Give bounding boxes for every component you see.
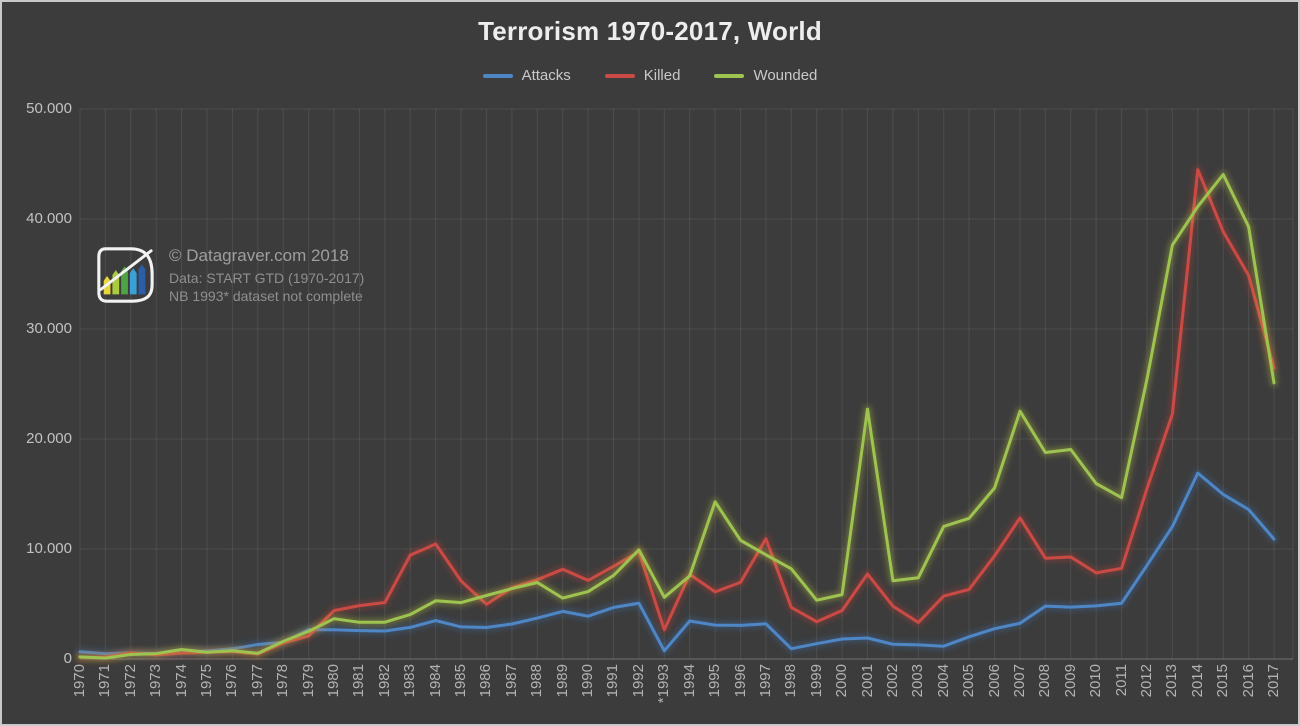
x-tick-label: 2000 [833,664,851,698]
x-tick-label: 1971 [96,664,114,698]
series-line-wounded [78,173,1276,660]
x-tick-label: 2009 [1061,664,1079,698]
x-tick-label: 1984 [426,664,444,698]
x-tick-label: 2006 [985,664,1003,698]
legend-item-attacks: Attacks [482,67,571,84]
x-tick-label: 1972 [121,664,139,698]
x-tick-label: 1997 [756,664,774,698]
legend-swatch-wounded [714,73,745,78]
x-tick-label: 2003 [909,664,927,698]
x-tick-label: 1977 [248,664,266,698]
y-tick-label: 0 [63,650,72,667]
x-tick-label: 1974 [172,664,190,698]
x-tick-label: 2011 [1112,664,1130,697]
x-tick-label: 2017 [1265,664,1282,698]
grid-layer [79,108,1294,660]
x-tick-label: 1995 [706,664,724,698]
x-tick-label: 1982 [375,664,393,698]
y-tick-label: 50.000 [26,100,72,117]
x-tick-label: 1999 [807,664,825,698]
x-tick-label: 2010 [1087,664,1105,698]
x-tick-label: 2014 [1188,664,1206,698]
y-tick-label: 10.000 [26,540,72,557]
x-tick-label: 1990 [579,664,597,698]
x-tick-label: 1980 [325,664,343,698]
legend-item-killed: Killed [604,67,681,84]
legend-label: Attacks [521,67,571,84]
x-tick-label: 2013 [1163,664,1181,698]
watermark-text: © Datagraver.com 2018 Data: START GTD (1… [169,244,364,305]
series-glow-attacks [76,469,1278,658]
x-tick-label: 1978 [274,664,292,698]
x-tick-label: 2005 [960,664,978,698]
x-tick-label: 1987 [502,664,520,698]
x-tick-label: 1976 [223,664,241,698]
x-tick-label: 2002 [883,664,901,698]
chart-title: Terrorism 1970-2017, World [478,16,822,46]
x-tick-label: 2004 [934,664,952,698]
x-tick-label: 2015 [1214,664,1232,698]
x-tick-label: 1992 [629,664,647,698]
series-line-attacks [78,471,1276,656]
x-tick-label: 2001 [858,664,876,698]
x-tick-label: 2007 [1010,664,1028,698]
y-tick-label: 20.000 [26,430,72,447]
x-tick-label: 1996 [731,664,749,698]
x-tick-label: 2016 [1239,664,1257,698]
x-tick-label: 1983 [401,664,419,698]
watermark-note: NB 1993* dataset not complete [169,288,363,304]
x-tick-label: 1986 [477,664,495,698]
watermark: © Datagraver.com 2018 Data: START GTD (1… [94,244,364,306]
x-tick-label: 1998 [782,664,800,698]
legend-label: Wounded [753,67,818,84]
x-tick-label: 2008 [1036,664,1054,698]
legend-swatch-attacks [482,73,513,78]
x-tick-label: 1973 [147,664,165,698]
x-tick-label: 1981 [350,664,368,698]
x-tick-label: 1994 [680,664,698,698]
x-tick-label: 1988 [528,664,546,698]
x-tick-label: 1975 [198,664,216,698]
y-tick-label: 30.000 [26,320,72,337]
watermark-source: Data: START GTD (1970-2017) [169,270,365,286]
y-tick-label: 40.000 [26,210,72,227]
legend-item-wounded: Wounded [714,67,817,84]
x-tick-label: 1985 [452,664,470,698]
watermark-copyright: © Datagraver.com 2018 [169,246,349,265]
x-tick-label: 1989 [553,664,571,698]
x-tick-label: *1993 [655,664,673,704]
x-tick-label: 2012 [1137,664,1155,698]
series-layer [76,165,1278,663]
x-tick-label: 1991 [604,664,622,698]
legend-swatch-killed [604,73,635,78]
x-tick-label: 1970 [71,664,88,698]
datagraver-logo-icon [97,247,154,303]
chart-legend: Attacks Killed Wounded [2,67,1298,84]
legend-label: Killed [643,67,681,84]
x-tick-label: 1979 [299,664,317,698]
